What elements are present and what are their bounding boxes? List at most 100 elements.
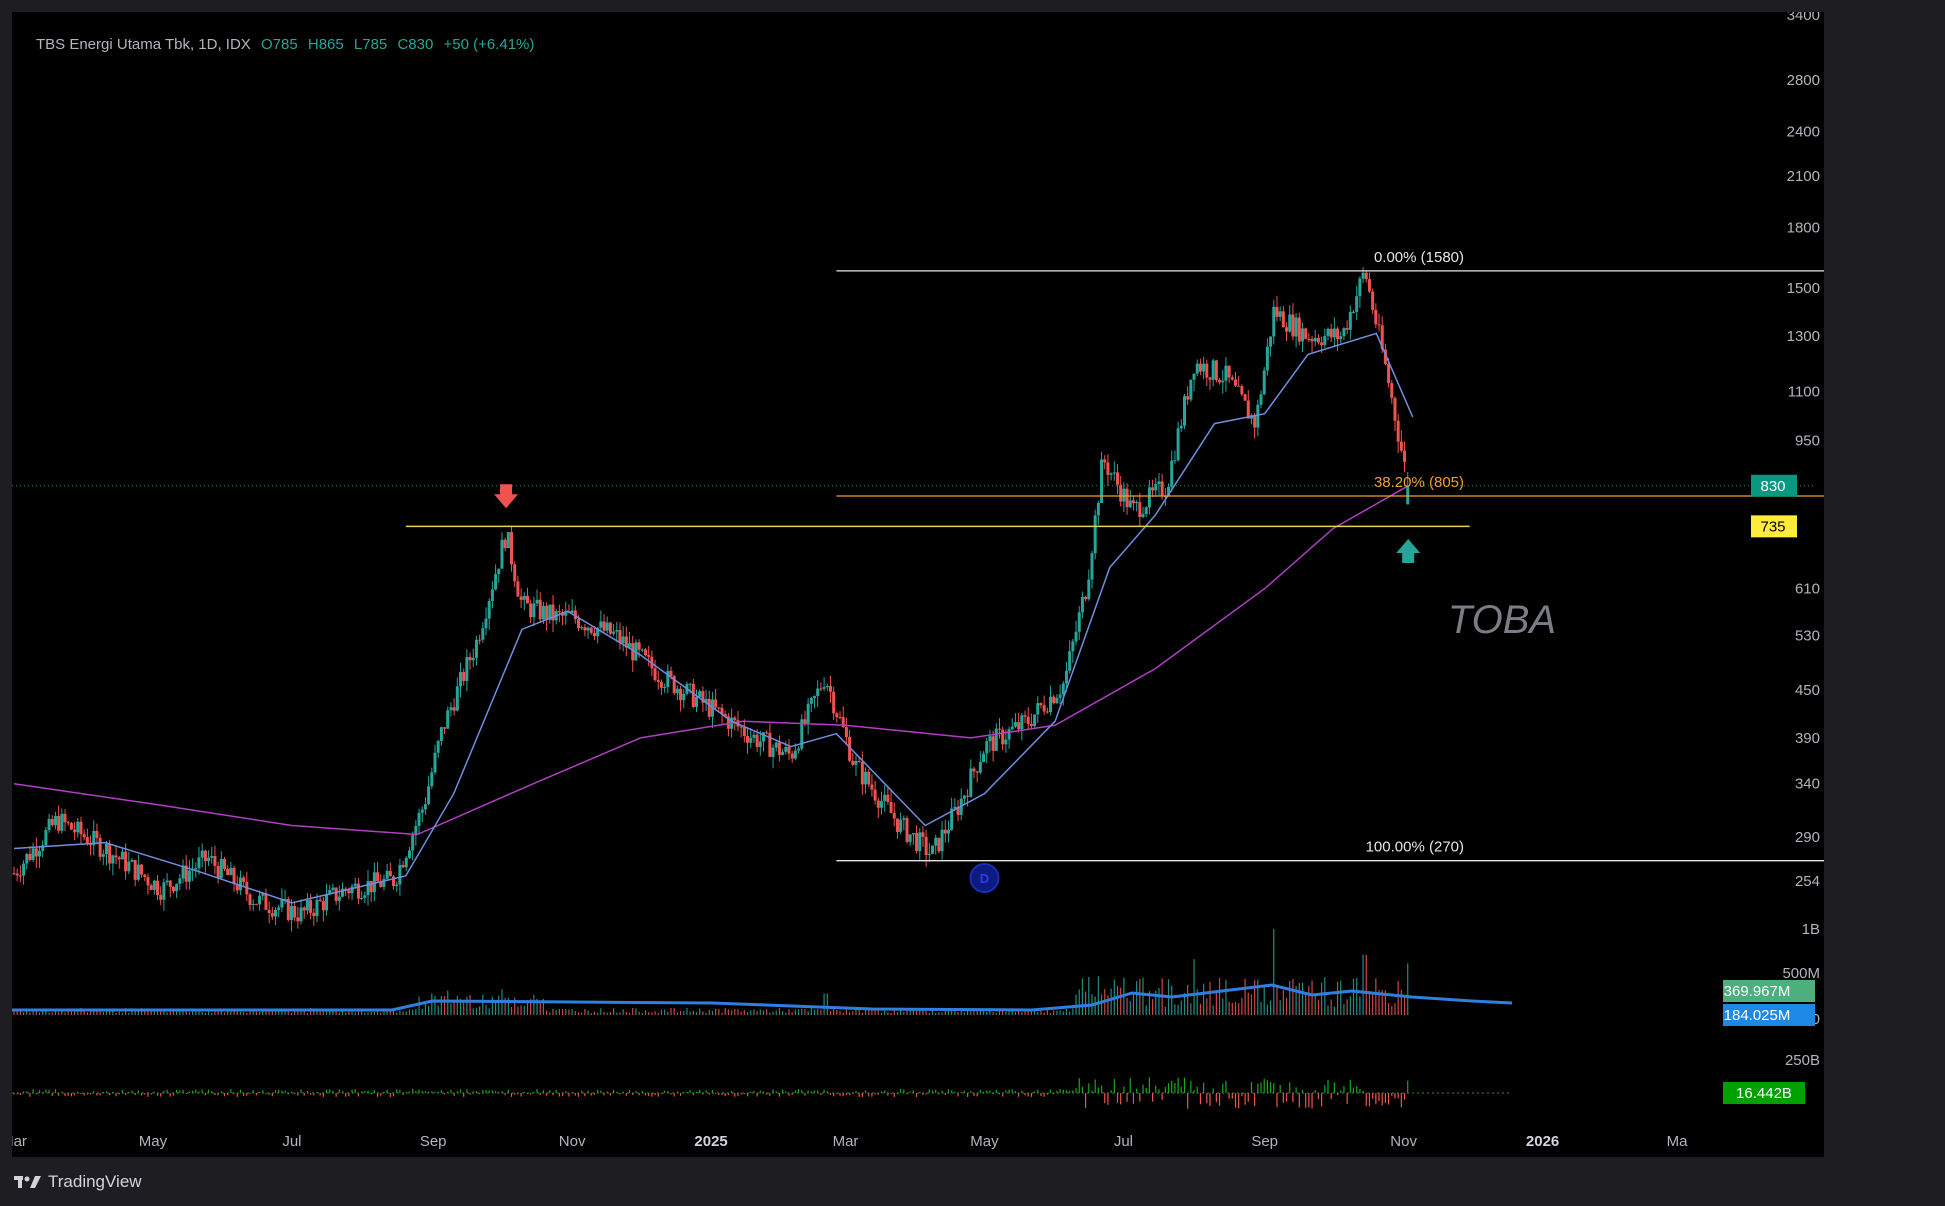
candle-body xyxy=(1218,380,1222,383)
value-bar xyxy=(1407,1080,1409,1093)
value-bar xyxy=(813,1090,816,1093)
value-bar xyxy=(61,1091,63,1093)
value-bar xyxy=(284,1090,286,1093)
candle-body xyxy=(752,734,756,738)
candle-body xyxy=(1020,715,1024,730)
value-bar xyxy=(549,1090,551,1093)
value-bar xyxy=(1381,1093,1383,1106)
volume-bar xyxy=(137,1010,139,1015)
candle-body xyxy=(723,714,727,717)
price-badge-label: 735 xyxy=(1760,518,1785,535)
candle-body xyxy=(1039,703,1043,706)
value-bar xyxy=(577,1093,580,1097)
volume-bar xyxy=(42,1010,44,1015)
up-arrow-icon xyxy=(1396,539,1421,564)
value-bar xyxy=(109,1093,111,1096)
candle-body xyxy=(203,850,207,862)
candle-body xyxy=(659,681,663,688)
value-bar xyxy=(1062,1089,1064,1093)
value-bar xyxy=(434,1091,436,1093)
candle-body xyxy=(1285,327,1289,332)
candle-body xyxy=(232,867,236,884)
volume-bar xyxy=(1273,929,1275,1015)
candle-body xyxy=(704,698,708,703)
volume-bar xyxy=(424,1001,427,1015)
value-bar xyxy=(223,1093,226,1097)
candle-body xyxy=(63,813,67,823)
value-bar xyxy=(376,1093,379,1097)
value-bar xyxy=(864,1090,867,1093)
value-bar xyxy=(1324,1085,1326,1093)
volume-bar xyxy=(35,1010,37,1015)
value-bar xyxy=(587,1090,589,1093)
volume-badge xyxy=(1723,1004,1815,1026)
value-bar xyxy=(105,1091,108,1093)
volume-bar xyxy=(1040,1010,1042,1015)
candle-body xyxy=(1364,272,1368,280)
price-axis-tick-label: 1100 xyxy=(1788,384,1820,401)
candle-body xyxy=(1371,291,1375,310)
tradingview-footer[interactable]: TradingView xyxy=(14,1172,142,1192)
value-bar xyxy=(769,1093,771,1096)
candle-body xyxy=(765,732,769,734)
volume-bar xyxy=(861,1012,863,1015)
value-bar xyxy=(172,1093,175,1096)
volume-bar xyxy=(1356,977,1358,1015)
chart-panel[interactable]: 3400 2800 2400 2100 1800 1500 1300 1100 950 610 53… xyxy=(12,12,1824,1157)
candle-body xyxy=(325,894,329,911)
price-axis-tick-label: 2100 xyxy=(1787,168,1820,185)
volume-bar xyxy=(734,1009,736,1015)
value-bar xyxy=(1053,1093,1055,1095)
value-bar xyxy=(686,1091,688,1093)
candle-body xyxy=(395,884,399,886)
volume-bar xyxy=(775,1010,777,1015)
value-bar xyxy=(383,1091,385,1093)
value-bar xyxy=(364,1090,366,1093)
value-bar xyxy=(1292,1093,1294,1103)
volume-bar xyxy=(373,1011,375,1015)
candle-body xyxy=(1234,379,1238,386)
candle-body xyxy=(592,632,596,637)
value-bar xyxy=(1136,1088,1138,1093)
volume-bar xyxy=(354,1012,356,1015)
volume-bar xyxy=(951,1008,953,1015)
candle-body xyxy=(411,835,415,851)
value-bar xyxy=(450,1089,452,1093)
value-bar xyxy=(1263,1078,1265,1093)
volume-bar xyxy=(864,1008,867,1015)
value-bar xyxy=(83,1093,85,1096)
candle-body xyxy=(1010,726,1014,730)
volume-bar xyxy=(268,1011,270,1015)
candle-body xyxy=(921,832,925,837)
volume-bar xyxy=(345,1012,347,1015)
value-bar xyxy=(1177,1077,1179,1093)
value-bar xyxy=(632,1093,634,1095)
volume-bar xyxy=(641,1012,643,1015)
candle-body xyxy=(1205,363,1209,378)
candle-body xyxy=(152,880,156,890)
value-bar xyxy=(70,1093,73,1097)
candle-body xyxy=(1310,338,1314,342)
volume-bar xyxy=(32,1009,34,1015)
value-bar xyxy=(759,1090,761,1093)
candle-body xyxy=(800,719,804,749)
volume-bar xyxy=(428,1005,430,1015)
value-bar xyxy=(118,1093,120,1095)
candle-body xyxy=(267,909,271,914)
volume-bar xyxy=(657,1012,659,1015)
candle-body xyxy=(1090,553,1094,580)
candle-body xyxy=(1147,487,1151,508)
candle-body xyxy=(672,676,676,694)
value-bar xyxy=(128,1091,130,1093)
price-chart[interactable]: 3400280024002100180015001300110095061053… xyxy=(12,12,1824,1157)
value-bar xyxy=(989,1090,991,1093)
candle-body xyxy=(66,822,70,824)
value-bar xyxy=(648,1093,650,1097)
volume-bar xyxy=(479,1006,481,1015)
candle-body xyxy=(1036,703,1040,715)
volume-bar xyxy=(963,1012,966,1015)
value-bar xyxy=(207,1089,210,1093)
candle-body xyxy=(825,685,829,688)
candle-body xyxy=(1383,349,1387,364)
volume-bar xyxy=(947,1008,950,1015)
